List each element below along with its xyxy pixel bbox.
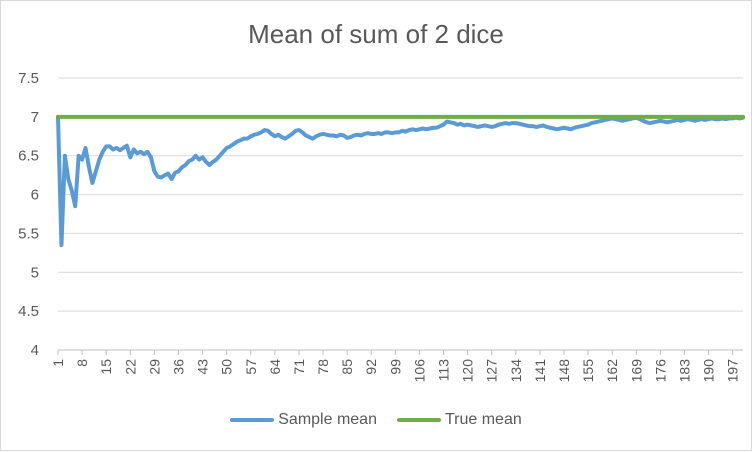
x-tick-label: 85 bbox=[339, 359, 355, 375]
x-tick-label: 148 bbox=[556, 359, 572, 383]
x-tick-label: 120 bbox=[460, 359, 476, 383]
y-tick-label: 6 bbox=[31, 187, 39, 204]
y-tick-label: 5.5 bbox=[18, 225, 39, 242]
x-tick-label: 197 bbox=[725, 359, 741, 383]
x-tick-label: 99 bbox=[387, 359, 403, 375]
x-tick-label: 64 bbox=[267, 359, 283, 375]
legend-item-sample-mean: Sample mean bbox=[230, 411, 377, 429]
chart-title: Mean of sum of 2 dice bbox=[248, 19, 504, 49]
x-tick-label: 8 bbox=[74, 359, 90, 367]
x-tick-label: 22 bbox=[122, 359, 138, 375]
x-tick-label: 169 bbox=[628, 359, 644, 383]
x-tick-label: 15 bbox=[98, 359, 114, 375]
legend-label-sample-mean: Sample mean bbox=[278, 411, 377, 428]
x-tick-label: 71 bbox=[291, 359, 307, 375]
legend-swatch-sample-mean bbox=[230, 418, 275, 422]
x-tick-label: 141 bbox=[532, 359, 548, 383]
series-line-sample-mean bbox=[56, 114, 745, 248]
y-tick-label: 5 bbox=[31, 264, 39, 281]
x-tick-label: 57 bbox=[243, 359, 259, 375]
y-tick-label: 7 bbox=[31, 109, 39, 126]
x-tick-label: 92 bbox=[363, 359, 379, 375]
y-tick-label: 4 bbox=[31, 342, 39, 359]
x-tick-label: 106 bbox=[411, 359, 427, 383]
x-tick-label: 43 bbox=[195, 359, 211, 375]
x-tick-label: 29 bbox=[146, 359, 162, 375]
x-tick-label: 134 bbox=[508, 359, 524, 383]
x-tick-label: 127 bbox=[484, 359, 500, 383]
y-tick-label: 6.5 bbox=[18, 148, 39, 165]
y-tick-label: 4.5 bbox=[18, 303, 39, 320]
x-tick-label: 190 bbox=[701, 359, 717, 383]
x-tick-label: 78 bbox=[315, 359, 331, 375]
x-tick-label: 1 bbox=[50, 359, 66, 367]
x-tick-label: 162 bbox=[604, 359, 620, 383]
legend-item-true-mean: True mean bbox=[396, 411, 522, 429]
y-tick-label: 7.5 bbox=[18, 70, 39, 87]
x-tick-label: 113 bbox=[436, 359, 452, 382]
x-tick-label: 183 bbox=[676, 359, 692, 383]
legend: Sample mean True mean bbox=[1, 411, 751, 429]
legend-swatch-true-mean bbox=[396, 418, 441, 422]
x-tick-label: 50 bbox=[219, 359, 235, 375]
x-tick-label: 36 bbox=[170, 359, 186, 375]
legend-label-true-mean: True mean bbox=[444, 411, 522, 428]
x-tick-label: 176 bbox=[652, 359, 668, 383]
x-tick-label: 155 bbox=[580, 359, 596, 383]
